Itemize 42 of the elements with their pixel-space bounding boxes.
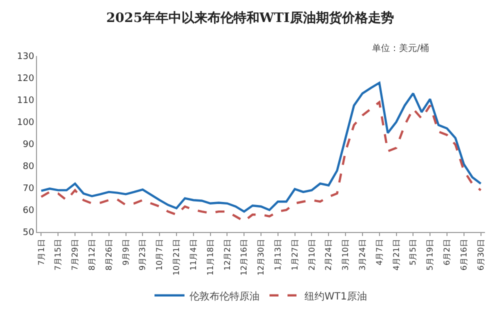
x-tick-label: 6月16日 [459, 239, 468, 270]
chart-title: 2025年年中以来布伦特和WTI原油期货价格走势 [106, 10, 394, 26]
x-tick-label: 12月30日 [256, 239, 266, 276]
y-tick-label: 100 [17, 118, 34, 128]
x-tick-label: 11月18日 [206, 239, 215, 276]
y-tick-label: 130 [17, 52, 34, 62]
x-tick-label: 12月16日 [240, 239, 249, 276]
x-tick-label: 7月29日 [70, 239, 80, 270]
x-tick-label: 11月4日 [188, 239, 198, 270]
x-tick-label: 7月15日 [54, 239, 63, 270]
y-tick-label: 70 [22, 184, 34, 194]
x-tick-label: 12月2日 [222, 239, 232, 270]
x-tick-label: 6月30日 [476, 239, 486, 270]
x-tick-label: 4月21日 [392, 239, 401, 270]
x-tick-label: 7月1日 [36, 239, 46, 266]
y-tick-label: 80 [22, 162, 34, 172]
line-series [40, 101, 482, 222]
y-tick-label: 90 [22, 140, 34, 150]
x-tick-label: 3月24日 [358, 239, 368, 270]
x-tick-label: 4月7日 [374, 239, 384, 266]
x-tick-label: 10月21日 [172, 239, 182, 276]
x-tick-label: 2月24日 [324, 239, 334, 270]
y-tick-label: 60 [22, 206, 34, 216]
text: 单位：美元/桶 [372, 43, 430, 54]
x-tick-label: 8月26日 [104, 239, 114, 270]
legend-label: 伦敦布伦特原油 [190, 290, 260, 302]
x-tick-label: 8月12日 [88, 239, 97, 270]
x-tick-label: 1月13日 [274, 239, 283, 270]
y-tick-label: 50 [22, 228, 34, 238]
x-tick-label: 5月5日 [408, 239, 418, 266]
x-tick-label: 9月23日 [138, 239, 148, 270]
x-tick-label: 1月27日 [290, 239, 300, 270]
x-tick-label: 3月10日 [341, 239, 350, 270]
y-tick-label: 110 [17, 96, 34, 106]
x-tick-label: 6月2日 [442, 239, 452, 266]
legend-label: 纽约WT1原油 [304, 290, 367, 302]
y-tick-label: 120 [17, 74, 34, 84]
x-tick-label: 2月10日 [307, 239, 316, 270]
x-tick-label: 9月9日 [121, 239, 130, 266]
line-series [40, 82, 482, 213]
x-tick-label: 10月7日 [155, 239, 164, 270]
x-tick-label: 5月19日 [426, 239, 435, 270]
